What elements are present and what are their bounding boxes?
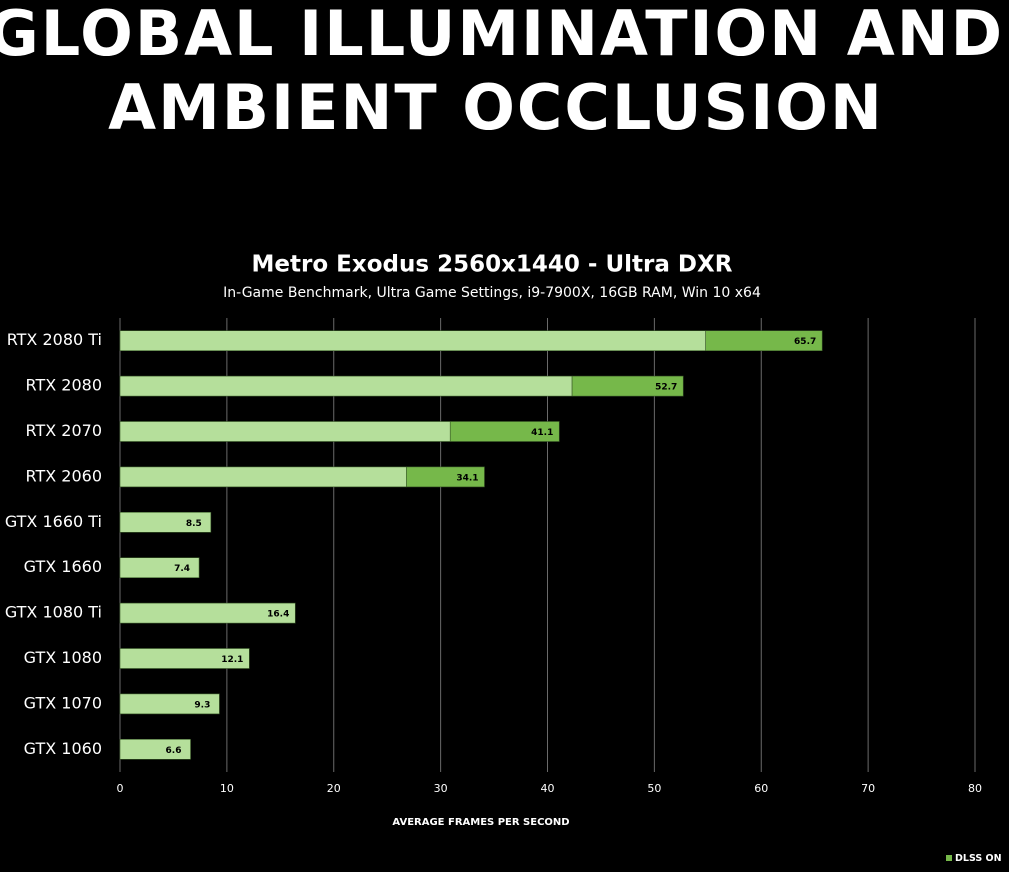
x-tick-label: 50 (647, 782, 661, 795)
value-label: 6.6 (166, 746, 182, 756)
y-tick-label: GTX 1080 (24, 648, 102, 667)
y-tick-label: RTX 2080 (26, 376, 103, 395)
bar-segment (119, 693, 220, 715)
value-label: 16.4 (267, 610, 289, 620)
x-tick-label: 10 (220, 782, 234, 795)
bar-segment (119, 421, 451, 442)
y-tick-label: GTX 1070 (24, 693, 102, 712)
y-tick-label: GTX 1080 Ti (5, 603, 102, 622)
value-label: 52.7 (655, 383, 677, 393)
bar-segment (119, 330, 706, 352)
value-label: 8.5 (186, 519, 202, 529)
x-tick-label: 40 (541, 782, 555, 795)
chart-subtitle: In-Game Benchmark, Ultra Game Settings, … (223, 285, 761, 301)
value-label: 41.1 (531, 428, 553, 438)
bar-segment (119, 511, 212, 533)
bar-segment (705, 330, 823, 352)
x-tick-label: 80 (968, 782, 982, 795)
heading-line: AMBIENT OCCLUSION (108, 71, 884, 144)
y-tick-label: GTX 1660 (24, 557, 102, 576)
bar-segment (119, 466, 407, 488)
bar-segment (119, 557, 200, 579)
y-tick-label: RTX 2070 (26, 421, 103, 440)
chart-title: Metro Exodus 2560x1440 - Ultra DXR (252, 252, 733, 278)
y-tick-label: RTX 2060 (26, 466, 103, 485)
legend-swatch (946, 855, 952, 861)
value-label: 34.1 (456, 473, 478, 483)
bar-segment (119, 602, 296, 624)
bar-segment (571, 375, 684, 397)
y-tick-label: RTX 2080 Ti (7, 330, 102, 349)
value-label: 9.3 (194, 700, 210, 710)
y-tick-label: GTX 1060 (24, 739, 102, 758)
x-tick-label: 0 (117, 782, 124, 795)
x-tick-label: 20 (327, 782, 341, 795)
value-label: 7.4 (174, 564, 190, 574)
x-tick-label: 60 (754, 782, 768, 795)
bar-segment (449, 421, 560, 442)
bar-segment (406, 466, 485, 488)
value-label: 12.1 (221, 655, 243, 665)
value-label: 65.7 (794, 337, 816, 347)
bar-segment (119, 375, 573, 397)
y-tick-label: GTX 1660 Ti (5, 512, 102, 531)
legend-label: DLSS ON (955, 853, 1002, 864)
heading-line: GLOBAL ILLUMINATION AND (0, 0, 1004, 70)
x-tick-label: 70 (861, 782, 875, 795)
x-axis-label: AVERAGE FRAMES PER SECOND (392, 817, 569, 828)
bar-segment (119, 738, 191, 760)
bar-segment (119, 648, 250, 669)
x-tick-label: 30 (434, 782, 448, 795)
